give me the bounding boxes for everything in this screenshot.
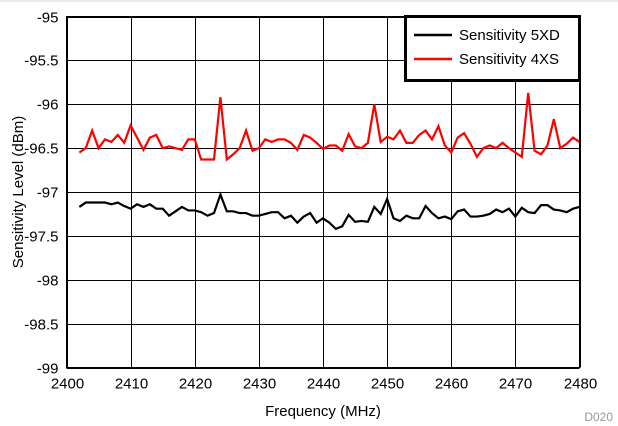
y-tick-label: -96.5 (24, 141, 58, 158)
series-layer (78, 92, 581, 231)
y-tick-label: -95 (37, 10, 59, 27)
x-tick-label: 2450 (371, 376, 404, 393)
legend-label-4xs: Sensitivity 4XS (459, 51, 559, 68)
y-tick-label: -97.5 (24, 229, 58, 246)
y-tick-label: -99 (37, 361, 59, 378)
legend: Sensitivity 5XD Sensitivity 4XS (404, 15, 581, 82)
y-tick-label: -96 (37, 97, 59, 114)
y-tick-label: -97 (37, 185, 59, 202)
series-line-sensitivity-5xd (78, 191, 580, 231)
x-tick-label: 2480 (564, 376, 597, 393)
x-tick-label: 2470 (499, 376, 532, 393)
x-axis-title: Frequency (MHz) (265, 403, 381, 420)
legend-label-5xd: Sensitivity 5XD (459, 27, 560, 44)
figure-id: D020 (584, 410, 613, 424)
x-tick-label: 2460 (435, 376, 468, 393)
x-tick-label: 2440 (307, 376, 340, 393)
y-tick-label: -98.5 (24, 317, 58, 334)
x-tick-label: 2400 (51, 376, 84, 393)
y-axis-title: Sensitivity Level (dBm) (10, 116, 27, 269)
x-tick-label: 2410 (115, 376, 148, 393)
plot-frame (66, 16, 580, 368)
series-line-sensitivity-4xs (78, 92, 581, 162)
y-tick-labels: -99 -98.5 -98 -97.5 -97 -96.5 -96 -95.5 -95 (24, 10, 58, 378)
x-tick-label: 2420 (179, 376, 212, 393)
legend-frame (404, 15, 581, 82)
y-tick-label: -98 (37, 273, 59, 290)
x-tick-labels: 2400 2410 2420 2430 2440 2450 2460 2470 2480 (51, 376, 597, 393)
x-tick-label: 2430 (243, 376, 276, 393)
y-tick-label: -95.5 (24, 53, 58, 70)
